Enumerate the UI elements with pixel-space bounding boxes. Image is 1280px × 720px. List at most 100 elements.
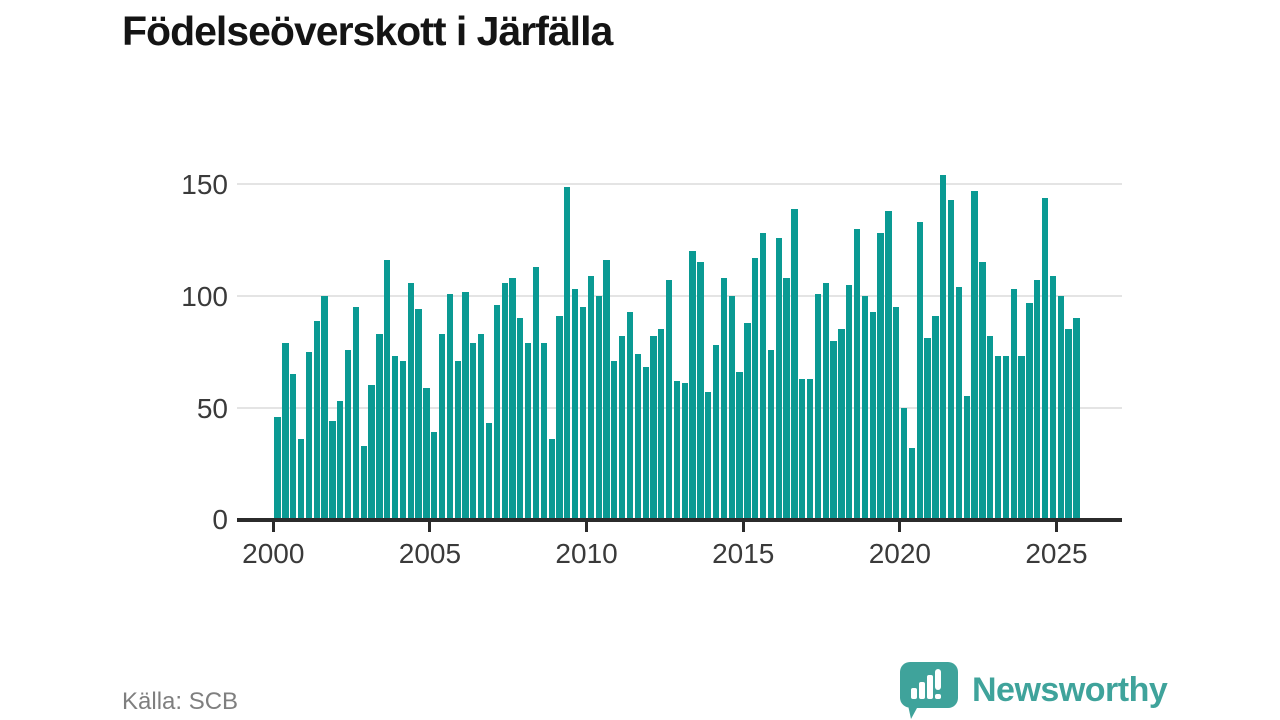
bar-q58 (728, 295, 735, 520)
bar-q30 (509, 278, 516, 520)
bar-q64 (775, 237, 782, 520)
bar-q13 (376, 333, 383, 520)
bar-q35 (548, 438, 555, 520)
bar-q62 (759, 233, 767, 520)
bar-q31 (517, 318, 524, 520)
bar-q89 (971, 191, 978, 520)
bar-q61 (752, 258, 759, 520)
bar-q88 (963, 396, 970, 520)
x-tick-2005 (428, 521, 432, 533)
x-axis-line (237, 518, 1122, 523)
bar-q14 (384, 260, 391, 520)
bar-q21 (438, 333, 446, 520)
bar-q48 (650, 336, 657, 520)
bar-q95 (1018, 356, 1025, 520)
bar-q8 (337, 400, 344, 520)
bar-q66 (791, 208, 798, 520)
bar-q100 (1057, 295, 1064, 520)
bar-q6 (321, 295, 328, 520)
bar-q80 (900, 407, 908, 520)
logo-bar-medium (919, 682, 925, 699)
bar-q87 (955, 287, 963, 520)
bar-q1 (282, 342, 289, 520)
bar-q59 (736, 371, 743, 520)
bar-q10 (352, 307, 360, 520)
x-tick-2025 (1055, 521, 1058, 533)
bar-q72 (838, 329, 845, 520)
bar-q46 (634, 354, 641, 520)
bar-q2 (290, 374, 297, 520)
bar-q56 (712, 345, 720, 520)
bar-q67 (799, 378, 806, 520)
bar-q101 (1065, 329, 1072, 520)
bar-q18 (415, 309, 422, 520)
bar-q7 (329, 421, 336, 520)
bar-q9 (344, 349, 352, 520)
logo-exclamation-stem (935, 669, 941, 690)
x-tick-2020 (898, 521, 902, 533)
x-tick-2010 (585, 521, 589, 533)
bar-q5 (313, 320, 320, 520)
chart-title: Födelseöverskott i Järfälla (122, 8, 613, 54)
bar-q51 (673, 380, 681, 520)
bar-q55 (705, 392, 712, 520)
bar-q74 (853, 228, 861, 520)
bar-q17 (407, 282, 414, 520)
y-axis-label-0: 0 (212, 504, 228, 536)
bar-q33 (532, 266, 540, 520)
bar-q43 (611, 360, 618, 520)
bar-q81 (908, 447, 916, 520)
bar-q60 (744, 322, 751, 520)
bar-q40 (587, 275, 594, 520)
bar-q99 (1049, 275, 1057, 520)
bar-q36 (556, 316, 563, 520)
bar-q42 (603, 260, 610, 520)
bar-q83 (924, 338, 931, 520)
bar-q38 (572, 289, 579, 520)
y-axis-label-100: 100 (181, 280, 228, 312)
x-axis-label-2000: 2000 (242, 538, 305, 569)
source-note: Källa: SCB (122, 688, 239, 715)
bar-q20 (431, 432, 438, 520)
bar-q78 (885, 211, 892, 520)
bar-q22 (446, 293, 453, 520)
bar-q79 (893, 307, 900, 520)
bar-q26 (478, 333, 485, 520)
bar-q76 (869, 311, 876, 520)
bar-q96 (1026, 302, 1033, 520)
bar-q27 (485, 423, 493, 520)
bar-q94 (1010, 289, 1017, 520)
bar-q98 (1041, 197, 1049, 520)
bar-q45 (626, 311, 634, 520)
bar-q63 (767, 349, 775, 520)
bar-q84 (932, 316, 939, 520)
bar-q77 (877, 233, 884, 520)
bar-q28 (493, 304, 500, 520)
bar-q44 (619, 336, 626, 520)
bar-q92 (994, 356, 1002, 520)
gridline-100 (237, 294, 1122, 297)
bar-q25 (470, 342, 477, 520)
bar-q68 (806, 378, 814, 520)
bar-q47 (642, 367, 649, 520)
bar-q4 (305, 351, 313, 520)
x-axis-label-2005: 2005 (398, 538, 462, 569)
y-axis-label-50: 50 (196, 392, 228, 424)
bar-q52 (681, 383, 688, 520)
bar-q75 (861, 295, 869, 520)
x-axis-label-2010: 2010 (555, 538, 618, 569)
bar-q37 (564, 186, 571, 520)
bar-q65 (783, 278, 790, 520)
bar-q90 (979, 262, 986, 520)
bar-q19 (423, 387, 430, 520)
newsworthy-logo: Newsworthy (898, 660, 1178, 720)
y-axis-label-150: 150 (181, 169, 228, 201)
bar-q50 (666, 280, 673, 520)
bar-q41 (595, 295, 602, 520)
logo-bar-large (927, 675, 933, 699)
newsworthy-bubble-icon (900, 662, 958, 719)
bar-q53 (689, 251, 696, 520)
bar-q54 (697, 262, 704, 520)
